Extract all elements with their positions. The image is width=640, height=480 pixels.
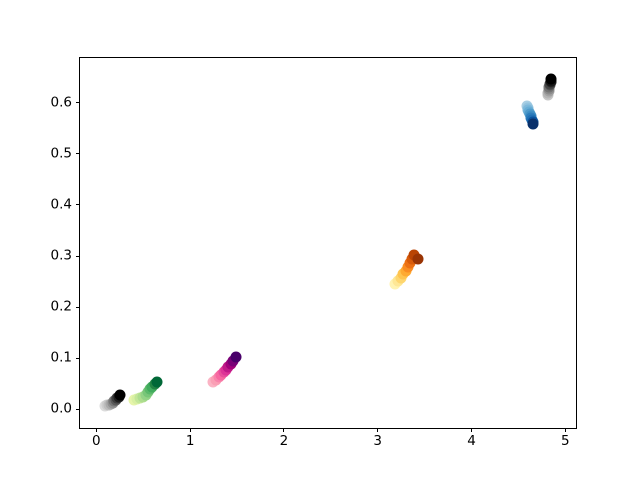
x-tick	[564, 427, 566, 432]
x-tick-label: 3	[373, 432, 382, 449]
y-tick	[76, 204, 80, 206]
y-tick-label: 0.0	[50, 400, 72, 417]
y-tick	[76, 255, 80, 257]
x-tick-label: 0	[92, 432, 101, 449]
scatter-point-cluster-rdpu	[230, 351, 242, 363]
scatter-point-cluster-greys-low	[114, 389, 126, 401]
scatter-point-cluster-blues	[527, 118, 539, 130]
plot-area	[79, 56, 577, 429]
scatter-point-cluster-ylgn	[151, 376, 163, 388]
y-tick-label: 0.4	[50, 196, 72, 213]
y-tick-label: 0.6	[50, 93, 72, 110]
x-tick	[377, 427, 379, 432]
x-tick	[283, 427, 285, 432]
x-tick-label: 2	[279, 432, 289, 449]
y-tick-label: 0.1	[50, 349, 72, 366]
y-tick-label: 0.5	[50, 145, 72, 162]
x-tick	[471, 427, 472, 432]
y-tick-label: 0.3	[50, 247, 72, 264]
x-tick	[189, 427, 191, 432]
y-tick	[76, 357, 80, 359]
x-tick-label: 5	[561, 432, 570, 449]
scatter-point-cluster-ylorbr	[412, 253, 424, 265]
x-tick	[95, 427, 97, 432]
y-tick	[76, 102, 80, 104]
y-tick	[76, 306, 80, 308]
x-tick-label: 4	[467, 432, 476, 449]
x-tick-label: 1	[185, 432, 195, 449]
y-tick	[76, 153, 80, 155]
scatter-point-cluster-greys-high	[545, 73, 557, 85]
y-tick-label: 0.2	[50, 298, 72, 315]
y-tick	[76, 408, 80, 410]
